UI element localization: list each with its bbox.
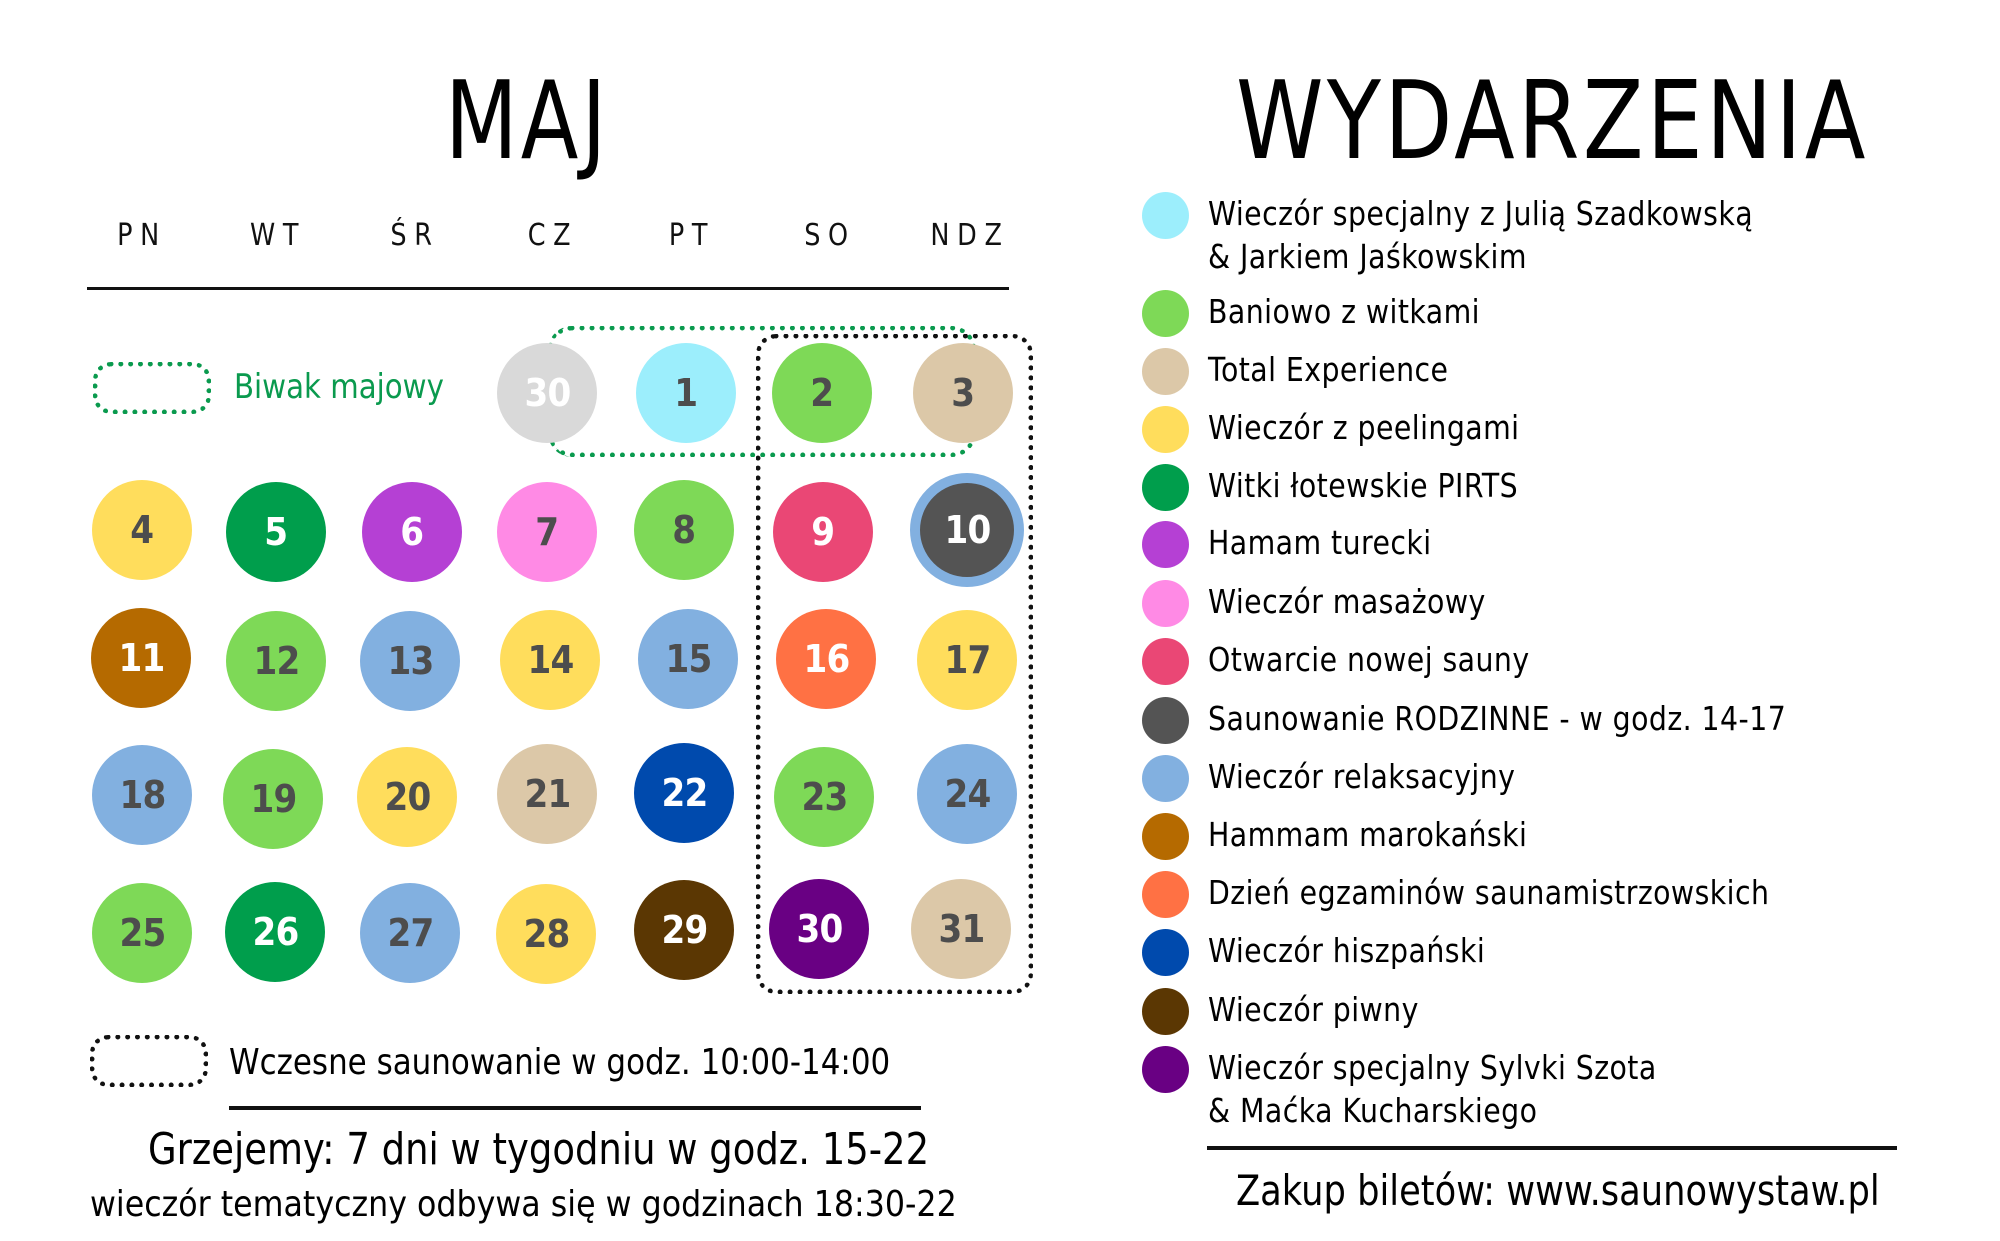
legend-item: Dzień egzaminów saunamistrzowskich	[1142, 871, 1861, 918]
day-7[interactable]: 7	[497, 482, 597, 582]
events-title: WYDARZENIA	[1236, 59, 1869, 184]
legend-label: Wieczór piwny	[1208, 990, 1419, 1029]
legend-item: Hammam marokański	[1142, 813, 1579, 860]
heating-hours: Grzejemy: 7 dni w tygodniu w godz. 15-22	[148, 1124, 930, 1175]
legend-item: Wieczór relaksacyjny	[1142, 755, 1565, 802]
header-divider	[87, 287, 1009, 290]
day-17[interactable]: 17	[917, 610, 1017, 710]
weekday-sun: NDZ	[930, 218, 1010, 253]
legend-label: Hammam marokański	[1208, 815, 1528, 854]
legend-label: Wieczór z peelingami	[1208, 408, 1520, 447]
legend-item: Wieczór z peelingami	[1142, 406, 1570, 453]
day-31[interactable]: 31	[911, 879, 1011, 979]
legend-item: Hamam turecki	[1142, 521, 1468, 568]
theme-evening-hours: wieczór tematyczny odbywa się w godzinac…	[90, 1184, 957, 1225]
day-29[interactable]: 29	[634, 880, 734, 980]
biwak-legend-swatch	[93, 362, 211, 414]
day-20[interactable]: 20	[357, 747, 457, 847]
bottom-right-divider	[1207, 1146, 1897, 1150]
legend-color-dot	[1142, 988, 1189, 1035]
legend-color-dot	[1142, 580, 1189, 627]
legend-item: Wieczór specjalny z Julią Szadkowską & J…	[1142, 192, 1842, 278]
day-22[interactable]: 22	[634, 743, 734, 843]
legend-item: Baniowo z witkami	[1142, 290, 1524, 337]
legend-color-dot	[1142, 521, 1189, 568]
day-4[interactable]: 4	[92, 480, 192, 580]
legend-item: Otwarcie nowej sauny	[1142, 638, 1582, 685]
legend-label-line2: & Maćka Kucharskiego	[1208, 1091, 1538, 1130]
day-18[interactable]: 18	[92, 745, 192, 845]
legend-item: Wieczór specjalny Sylvki Szota & Maćka K…	[1142, 1046, 1730, 1132]
day-8[interactable]: 8	[634, 480, 734, 580]
day-24[interactable]: 24	[917, 744, 1017, 844]
day-9[interactable]: 9	[773, 482, 873, 582]
legend-color-dot	[1142, 192, 1189, 239]
legend-item: Wieczór hiszpański	[1142, 929, 1530, 976]
legend-color-dot	[1142, 348, 1189, 395]
day-15[interactable]: 15	[638, 609, 738, 709]
legend-color-dot	[1142, 464, 1189, 511]
legend-color-dot	[1142, 290, 1189, 337]
legend-color-dot	[1142, 697, 1189, 744]
day-5[interactable]: 5	[226, 482, 326, 582]
legend-label: Wieczór masażowy	[1208, 582, 1486, 621]
bottom-left-divider	[229, 1106, 921, 1110]
day-28[interactable]: 28	[496, 884, 596, 984]
legend-label: Witki łotewskie PIRTS	[1208, 466, 1519, 505]
day-2[interactable]: 2	[772, 343, 872, 443]
legend-item: Total Experience	[1142, 348, 1488, 395]
day-10[interactable]: 10	[910, 473, 1024, 587]
weekday-tue: WT	[249, 218, 307, 253]
weekday-thu: CZ	[527, 218, 579, 253]
weekday-fri: PT	[668, 218, 716, 253]
weekend-early-sauna-outline	[756, 334, 1033, 994]
legend-color-dot	[1142, 406, 1189, 453]
day-6[interactable]: 6	[362, 482, 462, 582]
legend-label: Saunowanie RODZINNE - w godz. 14-17	[1208, 699, 1787, 738]
legend-color-dot	[1142, 755, 1189, 802]
legend-label: Wieczór specjalny Sylvki Szota	[1208, 1048, 1657, 1087]
day-apr-30[interactable]: 30	[497, 343, 597, 443]
legend-item: Wieczór piwny	[1142, 988, 1453, 1035]
legend-color-dot	[1142, 929, 1189, 976]
weekday-mon: PN	[117, 218, 167, 253]
weekday-wed: ŚR	[390, 218, 440, 253]
day-11[interactable]: 11	[91, 608, 191, 708]
day-13[interactable]: 13	[360, 611, 460, 711]
legend-label: Otwarcie nowej sauny	[1208, 640, 1530, 679]
day-23[interactable]: 23	[774, 747, 874, 847]
day-12[interactable]: 12	[226, 611, 326, 711]
legend-label: Wieczór hiszpański	[1208, 931, 1486, 970]
legend-item: Witki łotewskie PIRTS	[1142, 464, 1569, 511]
legend-label: Hamam turecki	[1208, 523, 1432, 562]
legend-item: Wieczór masażowy	[1142, 580, 1531, 627]
day-30[interactable]: 30	[769, 879, 869, 979]
legend-label: Dzień egzaminów saunamistrzowskich	[1208, 873, 1770, 912]
legend-item: Saunowanie RODZINNE - w godz. 14-17	[1142, 697, 1880, 744]
early-sauna-legend-swatch	[90, 1035, 208, 1087]
legend-label-line2: & Jarkiem Jaśkowskim	[1208, 237, 1527, 276]
month-title: MAJ	[445, 59, 610, 184]
legend-color-dot	[1142, 1046, 1189, 1093]
tickets-link[interactable]: Zakup biletów: www.saunowystaw.pl	[1236, 1166, 1880, 1215]
legend-label: Wieczór specjalny z Julią Szadkowską	[1208, 194, 1754, 233]
day-26[interactable]: 26	[225, 882, 325, 982]
legend-color-dot	[1142, 871, 1189, 918]
legend-label: Total Experience	[1208, 350, 1449, 389]
day-14[interactable]: 14	[500, 610, 600, 710]
weekday-sat: SO	[804, 218, 856, 253]
day-3[interactable]: 3	[913, 343, 1013, 443]
legend-color-dot	[1142, 813, 1189, 860]
day-19[interactable]: 19	[223, 749, 323, 849]
day-25[interactable]: 25	[92, 883, 192, 983]
legend-label: Baniowo z witkami	[1208, 292, 1481, 331]
early-sauna-label: Wczesne saunowanie w godz. 10:00-14:00	[229, 1042, 891, 1083]
day-27[interactable]: 27	[360, 883, 460, 983]
legend-color-dot	[1142, 638, 1189, 685]
legend-label: Wieczór relaksacyjny	[1208, 757, 1516, 796]
biwak-legend-label: Biwak majowy	[234, 367, 444, 407]
day-21[interactable]: 21	[497, 744, 597, 844]
day-16[interactable]: 16	[776, 609, 876, 709]
day-1[interactable]: 1	[636, 343, 736, 443]
